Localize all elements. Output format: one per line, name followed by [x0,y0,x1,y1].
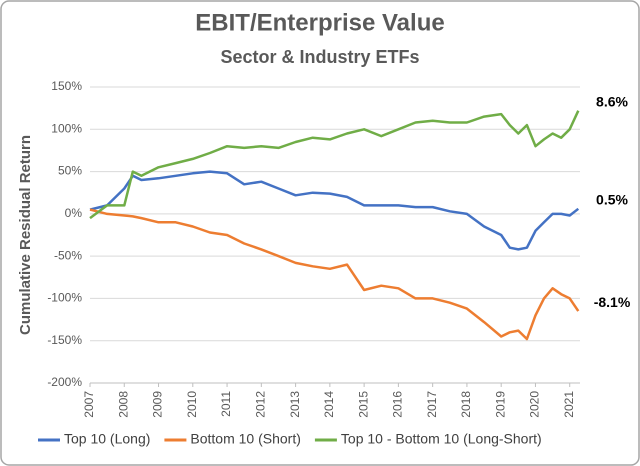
y-tick-label: -100% [47,291,82,305]
chart-title: EBIT/Enterprise Value [195,9,444,36]
x-tick-label: 2010 [185,391,199,418]
x-tick-label: 2019 [493,391,507,418]
chart-subtitle: Sector & Industry ETFs [220,47,419,67]
x-tick-label: 2020 [528,391,542,418]
end-label: 0.5% [596,191,628,207]
series-line [89,110,580,220]
legend-text: Top 10 (Long) [64,431,150,447]
y-tick-label: -150% [47,333,82,347]
y-tick-label: 50% [58,164,82,178]
y-tick-label: -200% [47,375,82,389]
end-label: -8.1% [594,294,631,310]
y-tick-label: -50% [54,248,82,262]
y-tick-label: 0% [65,206,83,220]
x-tick-label: 2014 [322,391,336,418]
x-tick-label: 2011 [219,391,233,417]
legend-text: Top 10 - Bottom 10 (Long-Short) [341,431,542,447]
x-tick-label: 2009 [151,391,165,418]
x-tick-label: 2017 [425,391,439,418]
x-tick-label: 2018 [459,391,473,418]
y-axis-title: Cumulative Residual Return [17,135,34,335]
y-tick-label: 100% [51,121,82,135]
x-tick-label: 2016 [391,391,405,418]
x-tick-label: 2012 [254,391,268,418]
series-line [89,208,580,341]
x-tick-label: 2013 [288,391,302,418]
end-label: 8.6% [596,93,628,109]
x-tick-label: 2015 [356,391,370,418]
x-tick-label: 2021 [562,391,576,418]
x-tick-label: 2008 [116,391,130,418]
x-tick-label: 2007 [82,391,96,418]
y-tick-label: 150% [51,79,82,93]
series-line [89,170,580,251]
legend-text: Bottom 10 (Short) [190,431,301,447]
